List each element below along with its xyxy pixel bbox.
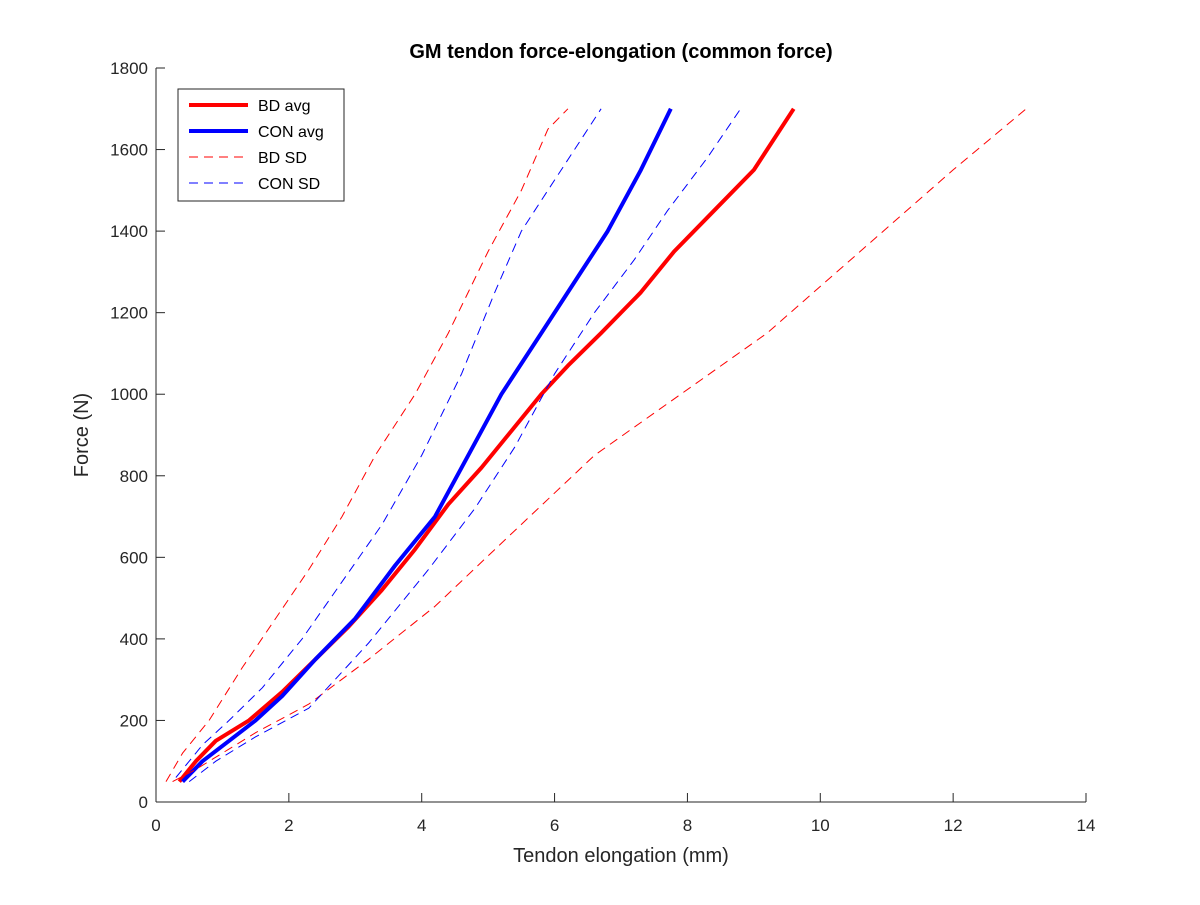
x-axis-label: Tendon elongation (mm) (513, 845, 729, 867)
legend-box (177, 88, 345, 202)
y-tick-label: 1000 (110, 385, 148, 404)
series-line-bd-avg-0 (177, 107, 796, 783)
x-tick-label: 6 (550, 816, 559, 835)
series-line-bd-sd-3 (172, 108, 1027, 783)
y-tick-label: 1800 (110, 59, 148, 78)
y-tick-label: 800 (120, 467, 148, 486)
legend: BD avg CON avg BD SD CON SD (177, 88, 345, 202)
y-tick-label: 400 (120, 630, 148, 649)
y-tick-label: 200 (120, 711, 148, 730)
y-axis-label: Force (N) (71, 393, 93, 477)
x-tick-label: 14 (1077, 816, 1096, 835)
legend-label-bd-avg: BD avg (258, 98, 310, 115)
legend-label-bd-sd: BD SD (258, 150, 307, 167)
series-line-con-sd-4 (175, 108, 602, 778)
x-tick-label: 8 (683, 816, 692, 835)
y-tick-label: 1400 (110, 222, 148, 241)
series-line-con-sd-5 (188, 108, 742, 782)
x-tick-label: 12 (944, 816, 963, 835)
chart-title: GM tendon force-elongation (common force… (409, 41, 832, 63)
y-tick-label: 0 (139, 793, 148, 812)
legend-label-con-sd: CON SD (258, 176, 320, 193)
series-line-con-avg-1 (181, 107, 673, 783)
x-tick-label: 0 (151, 816, 160, 835)
axes-layer: 0 2 4 6 8 10 12 14 0 200 400 600 800 1000 1200 1400 1600… (110, 59, 1095, 835)
x-tick-label: 2 (284, 816, 293, 835)
legend-label-con-avg: CON avg (258, 124, 324, 141)
y-tick-label: 600 (120, 548, 148, 567)
y-tick-label: 1600 (110, 141, 148, 160)
x-tick-label: 10 (811, 816, 830, 835)
x-tick-label: 4 (417, 816, 426, 835)
y-tick-label: 1200 (110, 304, 148, 323)
series-line-bd-sd-2 (165, 108, 569, 782)
lines-layer (165, 107, 1027, 783)
